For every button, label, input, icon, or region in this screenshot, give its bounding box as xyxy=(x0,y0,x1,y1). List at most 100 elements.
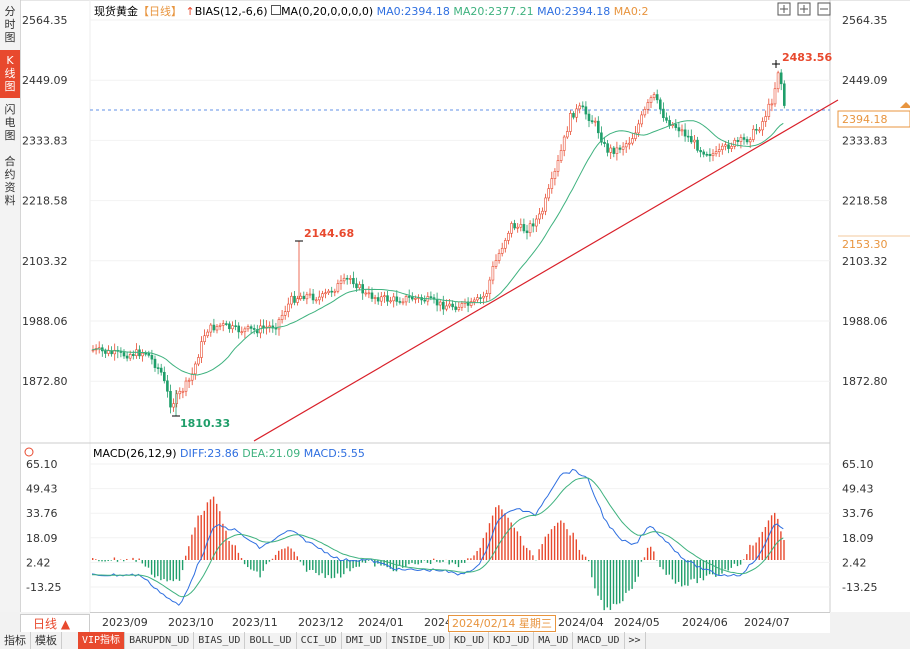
macd-bar xyxy=(367,560,370,561)
candle xyxy=(401,301,405,304)
macd-bar xyxy=(113,557,116,560)
candle xyxy=(699,150,702,153)
caret-up-icon: ▲ xyxy=(60,617,71,631)
trendline[interactable] xyxy=(253,99,839,442)
candle xyxy=(218,324,222,327)
macd-bar xyxy=(302,560,305,566)
candle xyxy=(178,390,182,395)
indicator-tab[interactable]: >> xyxy=(625,632,646,649)
candle xyxy=(755,128,758,131)
ma-label[interactable]: MA(0,20,0,0,0,0) xyxy=(281,5,374,18)
macd-bar xyxy=(659,560,661,567)
candle xyxy=(538,213,541,220)
candle xyxy=(234,325,237,328)
macd-bar xyxy=(299,560,302,562)
indicator-tab[interactable]: BARUPDN_UD xyxy=(125,632,195,649)
candle xyxy=(730,146,733,149)
candle xyxy=(708,154,712,157)
macd-tick-left: 18.09 xyxy=(26,532,58,545)
left-tabs: 指标 模板 xyxy=(0,632,62,649)
macd-bar xyxy=(287,546,289,560)
macd-bar xyxy=(538,549,540,560)
candle xyxy=(286,303,290,312)
ma0-value-b: MA0:2394.18 xyxy=(537,5,611,18)
macd-bar xyxy=(482,538,484,560)
candle xyxy=(268,325,271,328)
candle xyxy=(779,72,783,85)
candle xyxy=(593,120,597,123)
kline-chart[interactable]: 2564.35 2564.35 2449.09 2449.09 2333.83 2333.… xyxy=(20,0,910,612)
tab-flash[interactable]: 闪电图 xyxy=(0,103,20,151)
macd-bar xyxy=(309,560,311,571)
candle xyxy=(696,139,699,151)
macd-bar xyxy=(705,560,708,576)
macd-bar xyxy=(315,560,317,574)
ma-toggle-icon[interactable] xyxy=(271,5,282,15)
indicator-tab[interactable]: BIAS_UD xyxy=(194,632,246,649)
indicator-tab[interactable]: MACD_UD xyxy=(573,632,625,649)
settings-icon[interactable] xyxy=(24,447,34,457)
macd-bar xyxy=(603,560,605,611)
tab-indicators[interactable]: 指标 xyxy=(0,632,31,649)
indicator-tab[interactable]: DMI_UD xyxy=(342,632,387,649)
candle xyxy=(311,293,315,301)
candle xyxy=(677,127,681,132)
indicator-tab[interactable]: VIP指标 xyxy=(78,632,126,649)
indicator-tab[interactable]: KD_UD xyxy=(450,632,490,649)
candle xyxy=(302,295,306,300)
candle xyxy=(618,147,622,150)
macd-bar xyxy=(157,560,159,577)
macd-bar xyxy=(519,535,522,560)
current-price-label: 2394.18 xyxy=(842,113,888,126)
macd-bar xyxy=(640,560,643,562)
macd-bar xyxy=(550,529,553,560)
candle xyxy=(575,108,578,118)
candle xyxy=(454,306,458,310)
candle xyxy=(624,143,628,148)
macd-bar xyxy=(783,540,785,560)
macd-macd-value: MACD:5.55 xyxy=(303,447,365,460)
x-label: 2024/07 xyxy=(744,616,790,629)
indicator-tab[interactable]: INSIDE_UD xyxy=(387,632,451,649)
candle xyxy=(776,72,780,90)
macd-bar xyxy=(408,560,410,565)
low-value: 1810.33 xyxy=(180,417,230,430)
macd-bar xyxy=(228,540,230,560)
tab-timeshare[interactable]: 分时图 xyxy=(0,5,20,45)
indicator-tab[interactable]: MA_UD xyxy=(534,632,574,649)
macd-bar xyxy=(364,560,367,563)
candle xyxy=(370,292,374,299)
candle xyxy=(200,341,203,358)
macd-bar xyxy=(386,560,388,568)
macd-bar xyxy=(200,515,202,560)
candle xyxy=(305,294,309,300)
tab-contract-info[interactable]: 合约资料 xyxy=(0,155,20,215)
chart-header: 现货黄金【日线】 ↑BIAS(12,-6,6) MA(0,20,0,0,0,0)… xyxy=(94,3,649,19)
candle xyxy=(243,328,247,333)
period-tab[interactable]: 日线 ▲ xyxy=(20,614,90,632)
bias-icon[interactable]: ↑ xyxy=(185,5,195,18)
macd-bar xyxy=(581,554,584,560)
macd-bar xyxy=(429,560,432,564)
indicator-tab[interactable]: KDJ_UD xyxy=(489,632,535,649)
level-label: 2153.30 xyxy=(842,238,888,251)
indicator-tab[interactable]: CCI_UD xyxy=(297,632,342,649)
macd-bar xyxy=(619,560,621,604)
macd-bar xyxy=(594,560,596,589)
macd-bar xyxy=(529,550,531,560)
candle xyxy=(479,297,482,299)
macd-bar xyxy=(681,560,683,587)
ma0-value-c: MA0:2 xyxy=(613,5,649,18)
candle xyxy=(658,99,662,110)
macd-bar xyxy=(414,560,416,565)
macd-bar xyxy=(98,560,100,562)
macd-bar xyxy=(631,560,633,589)
macd-label[interactable]: MACD(26,12,9) xyxy=(93,447,177,460)
bias-label[interactable]: BIAS(12,-6,6) xyxy=(194,5,268,18)
tab-templates[interactable]: 模板 xyxy=(31,632,62,649)
candle xyxy=(333,290,337,293)
macd-bar xyxy=(188,546,190,560)
indicator-tab[interactable]: BOLL_UD xyxy=(245,632,297,649)
macd-bar xyxy=(662,560,664,570)
